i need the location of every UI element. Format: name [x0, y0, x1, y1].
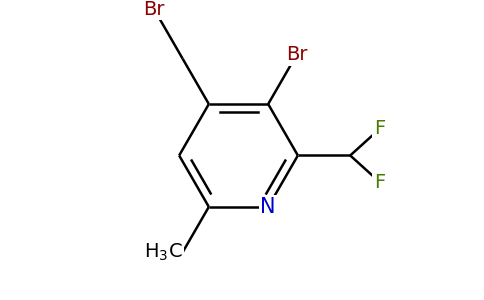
Text: F: F [374, 119, 385, 138]
Text: Br: Br [286, 45, 307, 64]
Text: Br: Br [143, 0, 165, 19]
Text: N: N [260, 197, 276, 217]
Text: H$_3$C: H$_3$C [144, 242, 182, 263]
Text: F: F [374, 172, 385, 191]
